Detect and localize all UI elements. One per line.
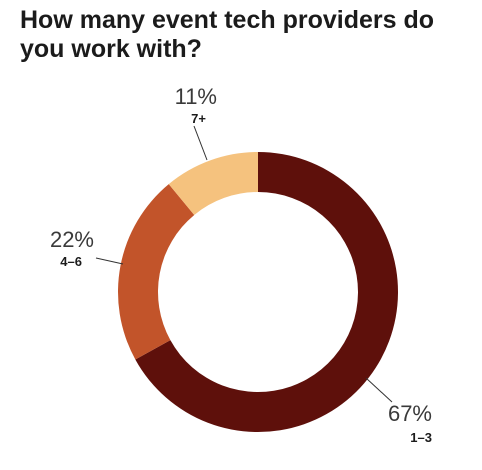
slice-value-label-2: 22% bbox=[50, 227, 94, 252]
slice-category-label-1: 1–3 bbox=[410, 430, 432, 445]
slice-value-label-3: 11% bbox=[175, 84, 217, 109]
slice-value-label-1: 67% bbox=[388, 401, 432, 426]
leader-line-2 bbox=[95, 257, 124, 265]
donut-slices bbox=[117, 152, 398, 433]
slice-labels: 67% 1–3 22% 4–6 11% 7+ bbox=[50, 84, 432, 445]
slice-category-label-2: 4–6 bbox=[60, 254, 82, 269]
slice-category-label-3: 7+ bbox=[191, 111, 206, 126]
chart-title: How many event tech providers do you wor… bbox=[20, 6, 434, 63]
leader-line-3 bbox=[193, 125, 208, 161]
slice-1 bbox=[135, 152, 398, 433]
slice-3 bbox=[168, 152, 258, 215]
leader-line-1 bbox=[365, 377, 393, 403]
slice-2 bbox=[117, 184, 195, 360]
